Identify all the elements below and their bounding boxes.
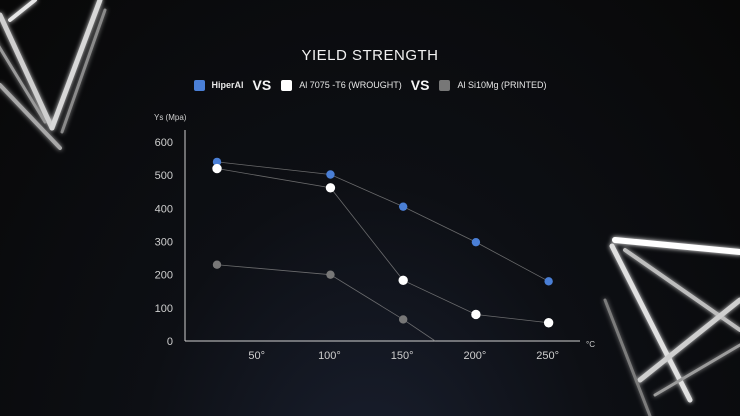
legend-label-hiperal: HiperAl — [211, 80, 244, 90]
y-tick-label-100: 100 — [155, 303, 173, 315]
y-tick-label-500: 500 — [155, 170, 173, 182]
data-point-hiperal-150 — [398, 202, 408, 211]
data-point-al7075-22 — [212, 163, 222, 174]
data-point-hiperal-100 — [326, 170, 335, 179]
data-point-hiperal-250 — [544, 277, 553, 286]
legend-vs-1: VS — [252, 77, 272, 93]
legend-label-al7075: Al 7075 -T6 (WROUGHT) — [299, 80, 402, 90]
data-point-al7075-250 — [543, 318, 554, 328]
wireframe-top-left — [0, 0, 107, 150]
wireframe-bottom-right — [603, 237, 740, 416]
y-tick-label-0: 0 — [167, 336, 173, 348]
x-axis-unit-label: °C — [586, 340, 595, 349]
x-tick-label-100: 100° — [318, 350, 341, 362]
chart-title: YIELD STRENGTH — [301, 47, 439, 64]
legend-item-hiperal: HiperAl — [193, 79, 244, 91]
legend-vs-2: VS — [410, 77, 430, 93]
data-point-hiperal-22 — [212, 157, 222, 167]
data-point-alsi10mg-100 — [326, 270, 335, 279]
legend-swatch-al7075 — [281, 79, 293, 91]
y-axis-label: Ys (Mpa) — [154, 113, 187, 122]
legend-label-alsi10mg: Al Si10Mg (PRINTED) — [457, 80, 547, 90]
series-line-alsi10mg — [216, 264, 436, 342]
y-tick-label-600: 600 — [155, 137, 173, 149]
y-tick-label-400: 400 — [155, 203, 173, 215]
series-line-hiperal — [216, 161, 549, 282]
data-point-alsi10mg-150 — [398, 315, 408, 324]
data-point-alsi10mg-22 — [212, 260, 222, 269]
data-point-al7075-200 — [471, 309, 481, 320]
legend-swatch-alsi10mg — [439, 79, 451, 91]
x-tick-label-200: 200° — [464, 350, 487, 362]
data-point-al7075-100 — [325, 183, 336, 193]
legend-item-alsi10mg: Al Si10Mg (PRINTED) — [439, 79, 547, 91]
chart-legend: HiperAl VS Al 7075 -T6 (WROUGHT) VS Al S… — [0, 77, 740, 93]
x-tick-label-50: 50° — [248, 350, 265, 362]
series-line-al7075 — [216, 168, 549, 324]
legend-swatch-hiperal — [193, 79, 205, 91]
x-tick-label-150: 150° — [391, 350, 414, 362]
data-point-al7075-150 — [398, 275, 408, 286]
y-tick-label-200: 200 — [155, 270, 173, 282]
data-point-hiperal-200 — [471, 237, 481, 247]
legend-item-al7075: Al 7075 -T6 (WROUGHT) — [281, 79, 402, 91]
y-tick-label-300: 300 — [155, 237, 173, 249]
x-tick-label-250: 250° — [536, 350, 559, 362]
